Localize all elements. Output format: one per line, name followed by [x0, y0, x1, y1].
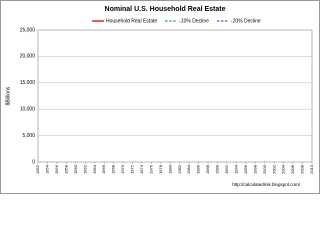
chart: Nominal U.S. Household Real Estate $Bill… — [0, 0, 320, 194]
y-tick-label: 10,000 — [20, 107, 36, 113]
x-tick-label: 1964 — [92, 164, 97, 174]
y-tick-label: 5,000 — [22, 133, 35, 139]
plot-area — [37, 29, 313, 163]
x-tick-label: 1978 — [158, 164, 163, 174]
x-tick-label: 1968 — [111, 164, 116, 174]
x-tick-label: 2002 — [271, 164, 276, 174]
source-note: http://calculatedrisk.blogspot.com/ — [232, 182, 301, 187]
x-tick-label: 1992 — [224, 164, 229, 174]
chart-title: Nominal U.S. Household Real Estate — [105, 6, 226, 13]
x-tick-label: 2000 — [262, 164, 267, 174]
x-tick-label: 1962 — [82, 164, 87, 174]
x-tick-label: 1984 — [186, 164, 191, 174]
y-tick-label: 15,000 — [20, 80, 36, 86]
x-tick-label: 1960 — [73, 164, 78, 174]
y-tick-label: 0 — [32, 159, 35, 165]
y-axis-label: $Billions — [5, 86, 11, 105]
x-tick-label: 1952 — [35, 164, 40, 174]
x-tick-label: 1972 — [130, 164, 135, 174]
x-tick-label: 1988 — [205, 164, 210, 174]
x-tick-label: 1994 — [233, 164, 238, 174]
x-tick-label: 1970 — [120, 164, 125, 174]
x-tick-label: 1954 — [45, 164, 50, 174]
x-tick-label: 1974 — [139, 164, 144, 174]
x-tick-label: 1956 — [54, 164, 59, 174]
x-tick-label: 1986 — [196, 164, 201, 174]
x-tick-label: 1980 — [167, 164, 172, 174]
x-tick-label: 1966 — [101, 164, 106, 174]
x-tick-label: 1998 — [252, 164, 257, 174]
x-tick-label: 2006 — [290, 164, 295, 174]
y-tick-label: 20,000 — [20, 54, 36, 60]
y-tick-label: 25,000 — [20, 27, 36, 33]
x-tick-label: 1982 — [177, 164, 182, 174]
x-tick-label: 1996 — [243, 164, 248, 174]
x-tick-label: 1958 — [63, 164, 68, 174]
legend-label: -20% Decline — [231, 18, 261, 24]
x-tick-label: 1976 — [148, 164, 153, 174]
x-tick-label: 2004 — [281, 164, 286, 174]
legend-label: Household Real Estate — [106, 18, 157, 24]
x-tick-label: 2010 — [309, 164, 314, 174]
x-tick-label: 2008 — [300, 164, 305, 174]
legend-label: -10% Decline — [179, 18, 209, 24]
x-tick-label: 1990 — [215, 164, 220, 174]
